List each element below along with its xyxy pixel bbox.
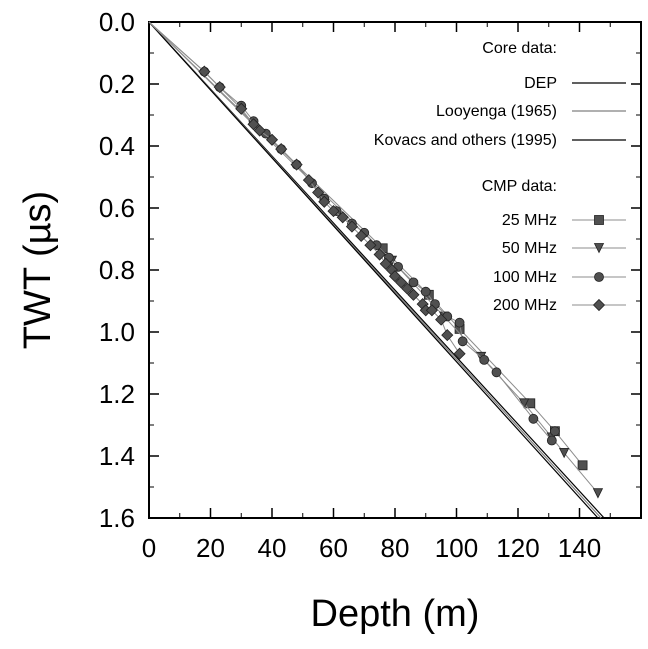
data-point (435, 313, 448, 326)
y-tick-label: 1.4 (99, 441, 135, 471)
legend-marker-swatch (594, 215, 604, 225)
x-tick-label: 120 (496, 533, 539, 563)
data-point (558, 447, 570, 459)
legend-cmp-header: CMP data: (482, 178, 557, 195)
data-point (479, 354, 490, 365)
x-tick-label: 20 (196, 533, 225, 563)
x-tick-label: 40 (258, 533, 287, 563)
data-point (318, 195, 331, 208)
data-point (235, 102, 248, 115)
legend-label: Looyenga (1965) (436, 103, 557, 120)
data-point (457, 336, 468, 347)
y-axis: 0.0 0.2 0.4 0.6 0.8 1.0 1.2 1.4 1.6 (99, 7, 641, 533)
y-tick-label: 0.4 (99, 131, 135, 161)
data-point (592, 488, 604, 499)
x-tick-label: 60 (319, 533, 348, 563)
x-tick-label: 0 (142, 533, 156, 563)
legend-marker-swatch (594, 272, 604, 282)
cmp-line-3 (148, 21, 460, 354)
legend-label: 200 MHz (493, 297, 557, 314)
core-line-2 (148, 21, 599, 519)
y-tick-label: 1.0 (99, 317, 135, 347)
data-point (454, 317, 465, 328)
data-point (577, 460, 588, 471)
x-tick-label: 80 (381, 533, 410, 563)
cmp-data-markers (148, 21, 604, 499)
data-point (425, 304, 438, 317)
data-point (312, 186, 325, 199)
legend-label: 25 MHz (502, 212, 557, 229)
data-point (275, 143, 288, 156)
legend-core-header: Core data: (482, 40, 557, 57)
data-point (247, 118, 260, 131)
data-point (302, 174, 315, 187)
data-point (491, 367, 502, 378)
y-tick-label: 0.0 (99, 7, 135, 37)
legend: Core data: DEP Looyenga (1965) Kovacs and o… (374, 40, 626, 314)
x-axis-title: Depth (m) (311, 593, 480, 635)
y-tick-label: 0.8 (99, 255, 135, 285)
data-point (401, 282, 414, 295)
data-point (373, 248, 386, 261)
legend-label: 50 MHz (502, 240, 557, 257)
data-point (407, 288, 420, 301)
legend-label: 100 MHz (493, 269, 557, 286)
data-point (546, 435, 557, 446)
x-axis: 0 20 40 60 80 100 120 140 (142, 22, 611, 563)
data-point (528, 413, 539, 424)
y-tick-label: 1.6 (99, 503, 135, 533)
data-point (345, 220, 359, 233)
data-point (395, 276, 408, 289)
data-point (198, 65, 211, 78)
core-data-lines (148, 21, 605, 519)
data-point (379, 257, 392, 270)
data-point (290, 158, 303, 171)
data-point (519, 398, 530, 409)
data-point (550, 426, 560, 437)
legend-label: Kovacs and others (1995) (374, 132, 557, 149)
x-tick-label: 100 (435, 533, 478, 563)
data-point (420, 286, 431, 297)
data-point (253, 124, 266, 137)
data-point (355, 229, 368, 242)
data-point (364, 239, 377, 252)
data-point (408, 277, 419, 288)
legend-marker-swatch (592, 298, 606, 312)
x-tick-label: 140 (558, 533, 601, 563)
data-point (265, 133, 279, 146)
data-point (453, 347, 466, 360)
y-tick-label: 0.6 (99, 193, 135, 223)
data-point (327, 205, 340, 218)
data-point (441, 329, 454, 342)
y-tick-label: 1.2 (99, 379, 135, 409)
data-point (388, 270, 402, 283)
legend-label: DEP (524, 75, 557, 92)
data-point (336, 211, 349, 224)
data-point (213, 81, 226, 94)
legend-marker-swatch (593, 243, 605, 254)
y-tick-label: 0.2 (99, 69, 135, 99)
y-axis-title: TWT (µs) (17, 191, 59, 349)
